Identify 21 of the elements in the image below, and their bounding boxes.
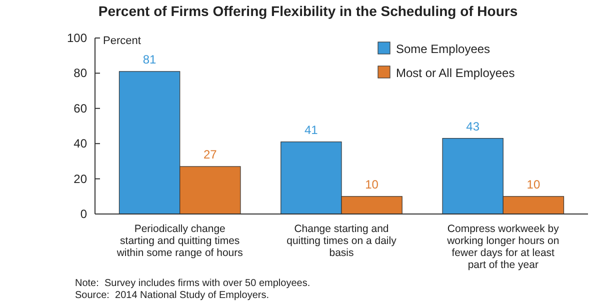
y-tick-label: 100 (66, 31, 88, 45)
y-tick-label: 20 (74, 172, 88, 186)
source-note: Source: 2014 National Study of Employers. (75, 290, 269, 301)
data-label: 10 (526, 177, 540, 192)
y-tick-label: 80 (74, 66, 88, 80)
data-label: 43 (466, 119, 480, 134)
y-tick-label: 60 (74, 101, 88, 116)
x-tick-label: Periodically change starting and quitting times within some range of hours (116, 223, 243, 259)
y-axis-title: Percent (103, 35, 141, 47)
data-label: 41 (304, 122, 318, 137)
legend-label: Some Employees (396, 42, 490, 56)
text: Note: Survey includes firms with over 50 employees. (75, 278, 310, 289)
x-tick-label: Change starting and quitting times on a daily basis (286, 223, 398, 259)
data-label: 10 (365, 177, 379, 192)
data-label: 81 (142, 52, 157, 66)
y-tick-label: 40 (74, 136, 88, 151)
data-label: 27 (203, 147, 218, 162)
chart-title: Percent of Firms Offering Flexibility in the Scheduling of Hours (98, 3, 518, 19)
x-tick-label: Compress workweek by working longer hours on fewer days for at least part of the year (446, 223, 560, 271)
y-tick-label: 0 (80, 207, 88, 221)
legend-label: Most or All Employees (396, 66, 515, 80)
